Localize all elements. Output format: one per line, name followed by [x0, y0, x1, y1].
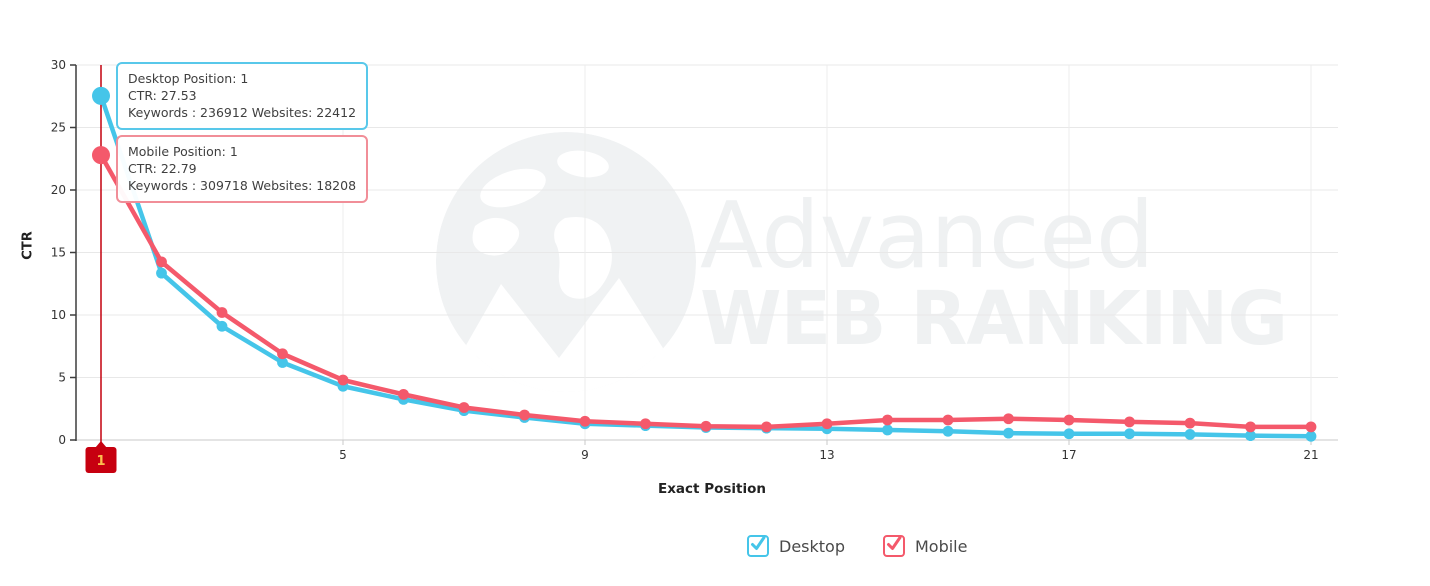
- data-point-mobile[interactable]: [1245, 421, 1256, 433]
- data-point-mobile[interactable]: [821, 418, 833, 430]
- data-point-mobile[interactable]: [1124, 416, 1135, 428]
- data-point-mobile[interactable]: [337, 374, 349, 386]
- data-point-mobile[interactable]: [398, 388, 409, 400]
- data-point-mobile[interactable]: [882, 414, 893, 426]
- data-point-desktop[interactable]: [1003, 427, 1014, 439]
- legend-label-desktop[interactable]: Desktop: [779, 536, 845, 556]
- x-tick-label: 9: [581, 448, 589, 462]
- data-point-mobile[interactable]: [277, 348, 288, 360]
- tooltip-desktop-position: Desktop Position: 1: [128, 71, 249, 86]
- tooltip-desktop-keywords: Keywords : 236912 Websites: 22412: [128, 105, 357, 120]
- position-marker-label: 1: [96, 454, 105, 469]
- data-point-mobile[interactable]: [458, 402, 470, 413]
- hover-point-mobile[interactable]: [92, 146, 110, 165]
- x-tick-label: 21: [1303, 448, 1318, 462]
- data-point-mobile[interactable]: [519, 409, 530, 421]
- data-point-mobile[interactable]: [942, 414, 954, 426]
- y-tick-label: 25: [51, 121, 66, 135]
- data-point-mobile[interactable]: [1003, 413, 1014, 425]
- legend-label-mobile[interactable]: Mobile: [914, 536, 968, 556]
- watermark-line1: Advanced: [700, 182, 1155, 289]
- tooltip-mobile-position: Mobile Position: 1: [128, 144, 238, 159]
- hover-point-desktop[interactable]: [92, 86, 110, 105]
- legend-item-mobile[interactable]: Mobile: [882, 535, 968, 557]
- data-point-desktop[interactable]: [216, 320, 228, 332]
- data-point-desktop[interactable]: [1305, 430, 1317, 442]
- data-point-desktop[interactable]: [277, 357, 288, 368]
- y-tick-label: 30: [51, 58, 66, 72]
- tooltip-mobile: Mobile Position: 1 CTR: 22.79 Keywords :…: [116, 135, 369, 203]
- data-point-desktop[interactable]: [1184, 428, 1196, 440]
- y-tick-label: 5: [58, 371, 66, 385]
- data-point-desktop[interactable]: [1063, 428, 1075, 440]
- data-point-desktop[interactable]: [942, 425, 954, 437]
- data-point-mobile[interactable]: [1063, 414, 1075, 426]
- x-tick-label: 13: [819, 448, 834, 462]
- tooltip-desktop-ctr: CTR: 27.53: [128, 88, 197, 103]
- tooltip-mobile-ctr: CTR: 22.79: [128, 161, 197, 176]
- data-point-mobile[interactable]: [579, 415, 591, 427]
- mobile-checkbox-icon[interactable]: [882, 535, 905, 557]
- desktop-checkbox-icon[interactable]: [747, 535, 769, 557]
- y-tick-label: 15: [51, 246, 66, 260]
- ctr-line-chart[interactable]: 5 9 13 17 21 0 5 10 15 20 25 30 1: [0, 0, 1430, 500]
- x-tick-label: 5: [339, 448, 347, 462]
- y-tick-label: 20: [51, 183, 66, 197]
- x-tick-label: 17: [1061, 448, 1076, 462]
- y-tick-label: 10: [51, 308, 66, 322]
- watermark: Advanced WEB RANKING: [436, 132, 1288, 392]
- data-point-mobile[interactable]: [1305, 421, 1317, 433]
- data-point-mobile[interactable]: [216, 307, 228, 318]
- data-point-mobile[interactable]: [156, 256, 167, 268]
- data-point-desktop[interactable]: [156, 267, 167, 279]
- data-point-desktop[interactable]: [1124, 428, 1135, 440]
- x-axis-title: Exact Position: [658, 481, 766, 497]
- position-marker: 1: [85, 441, 117, 473]
- data-point-desktop[interactable]: [882, 424, 893, 436]
- tooltip-desktop: Desktop Position: 1 CTR: 27.53 Keywords …: [116, 62, 369, 130]
- globe-icon: [436, 132, 696, 392]
- data-point-mobile[interactable]: [1184, 417, 1196, 429]
- data-point-mobile[interactable]: [700, 420, 712, 432]
- watermark-line2: WEB RANKING: [700, 276, 1288, 362]
- legend: Desktop Mobile: [747, 535, 967, 557]
- y-tick-label: 0: [58, 433, 66, 447]
- tooltip-mobile-keywords: Keywords : 309718 Websites: 18208: [128, 178, 357, 193]
- data-point-desktop[interactable]: [1245, 430, 1256, 442]
- data-point-mobile[interactable]: [640, 418, 651, 430]
- y-axis-title: CTR: [20, 231, 36, 260]
- legend-item-desktop[interactable]: Desktop: [747, 535, 845, 557]
- data-point-mobile[interactable]: [761, 421, 772, 433]
